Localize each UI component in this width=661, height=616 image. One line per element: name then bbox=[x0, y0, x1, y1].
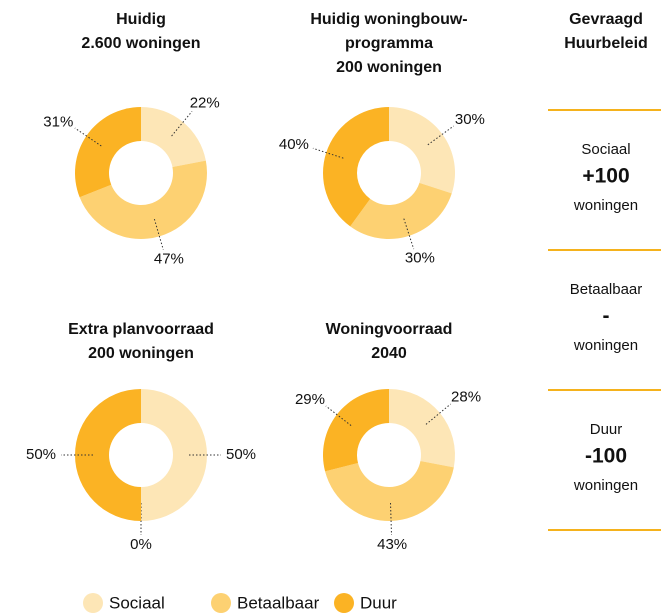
chart-title: 200 woningen bbox=[88, 345, 194, 362]
data-label: 28% bbox=[451, 389, 481, 406]
panel-unit: woningen bbox=[573, 337, 638, 354]
legend-swatch bbox=[334, 593, 354, 613]
donut-segment bbox=[79, 160, 207, 240]
donut-segment bbox=[325, 460, 454, 522]
donut-segment bbox=[323, 107, 389, 227]
donut-segment bbox=[389, 389, 455, 468]
data-label: 31% bbox=[43, 113, 73, 130]
legend-label: Betaalbaar bbox=[237, 593, 320, 612]
panel-label: Betaalbaar bbox=[570, 281, 643, 298]
data-label: 29% bbox=[295, 391, 325, 408]
data-label: 30% bbox=[455, 111, 485, 128]
legend-swatch bbox=[211, 593, 231, 613]
panel-value: +100 bbox=[582, 165, 629, 188]
chart-title: 2.600 woningen bbox=[81, 35, 200, 52]
data-label: 30% bbox=[405, 250, 435, 267]
chart-title: 200 woningen bbox=[336, 59, 442, 76]
panel-title: Gevraagd bbox=[569, 11, 643, 28]
panel-unit: woningen bbox=[573, 477, 638, 494]
donut-segment bbox=[74, 107, 141, 198]
data-label: 22% bbox=[190, 95, 220, 112]
panel-value: - bbox=[603, 305, 610, 328]
donut-segment bbox=[389, 107, 456, 194]
donut-segment bbox=[323, 389, 389, 472]
panel-value: -100 bbox=[585, 445, 627, 468]
data-label: 0% bbox=[130, 536, 152, 553]
chart-title: Huidig bbox=[116, 11, 166, 28]
chart-title: Woningvoorraad bbox=[326, 321, 453, 338]
donut-segment bbox=[141, 107, 206, 168]
chart-title: Huidig woningbouw- bbox=[310, 11, 467, 28]
panel-unit: woningen bbox=[573, 197, 638, 214]
chart-title: 2040 bbox=[371, 345, 407, 362]
panel-title: Huurbeleid bbox=[564, 35, 648, 52]
data-label: 40% bbox=[279, 136, 309, 153]
panel-label: Sociaal bbox=[581, 141, 630, 158]
legend-label: Duur bbox=[360, 593, 397, 612]
legend-label: Sociaal bbox=[109, 593, 165, 612]
legend-swatch bbox=[83, 593, 103, 613]
data-label: 43% bbox=[377, 536, 407, 553]
donut-segment bbox=[75, 389, 141, 521]
chart-title: Extra planvoorraad bbox=[68, 321, 214, 338]
data-label: 47% bbox=[154, 250, 184, 267]
data-label: 50% bbox=[26, 446, 56, 463]
donut-segment bbox=[350, 182, 452, 240]
chart-title: programma bbox=[345, 35, 433, 52]
data-label: 50% bbox=[226, 446, 256, 463]
donut-segment bbox=[141, 389, 207, 521]
panel-label: Duur bbox=[590, 421, 623, 438]
